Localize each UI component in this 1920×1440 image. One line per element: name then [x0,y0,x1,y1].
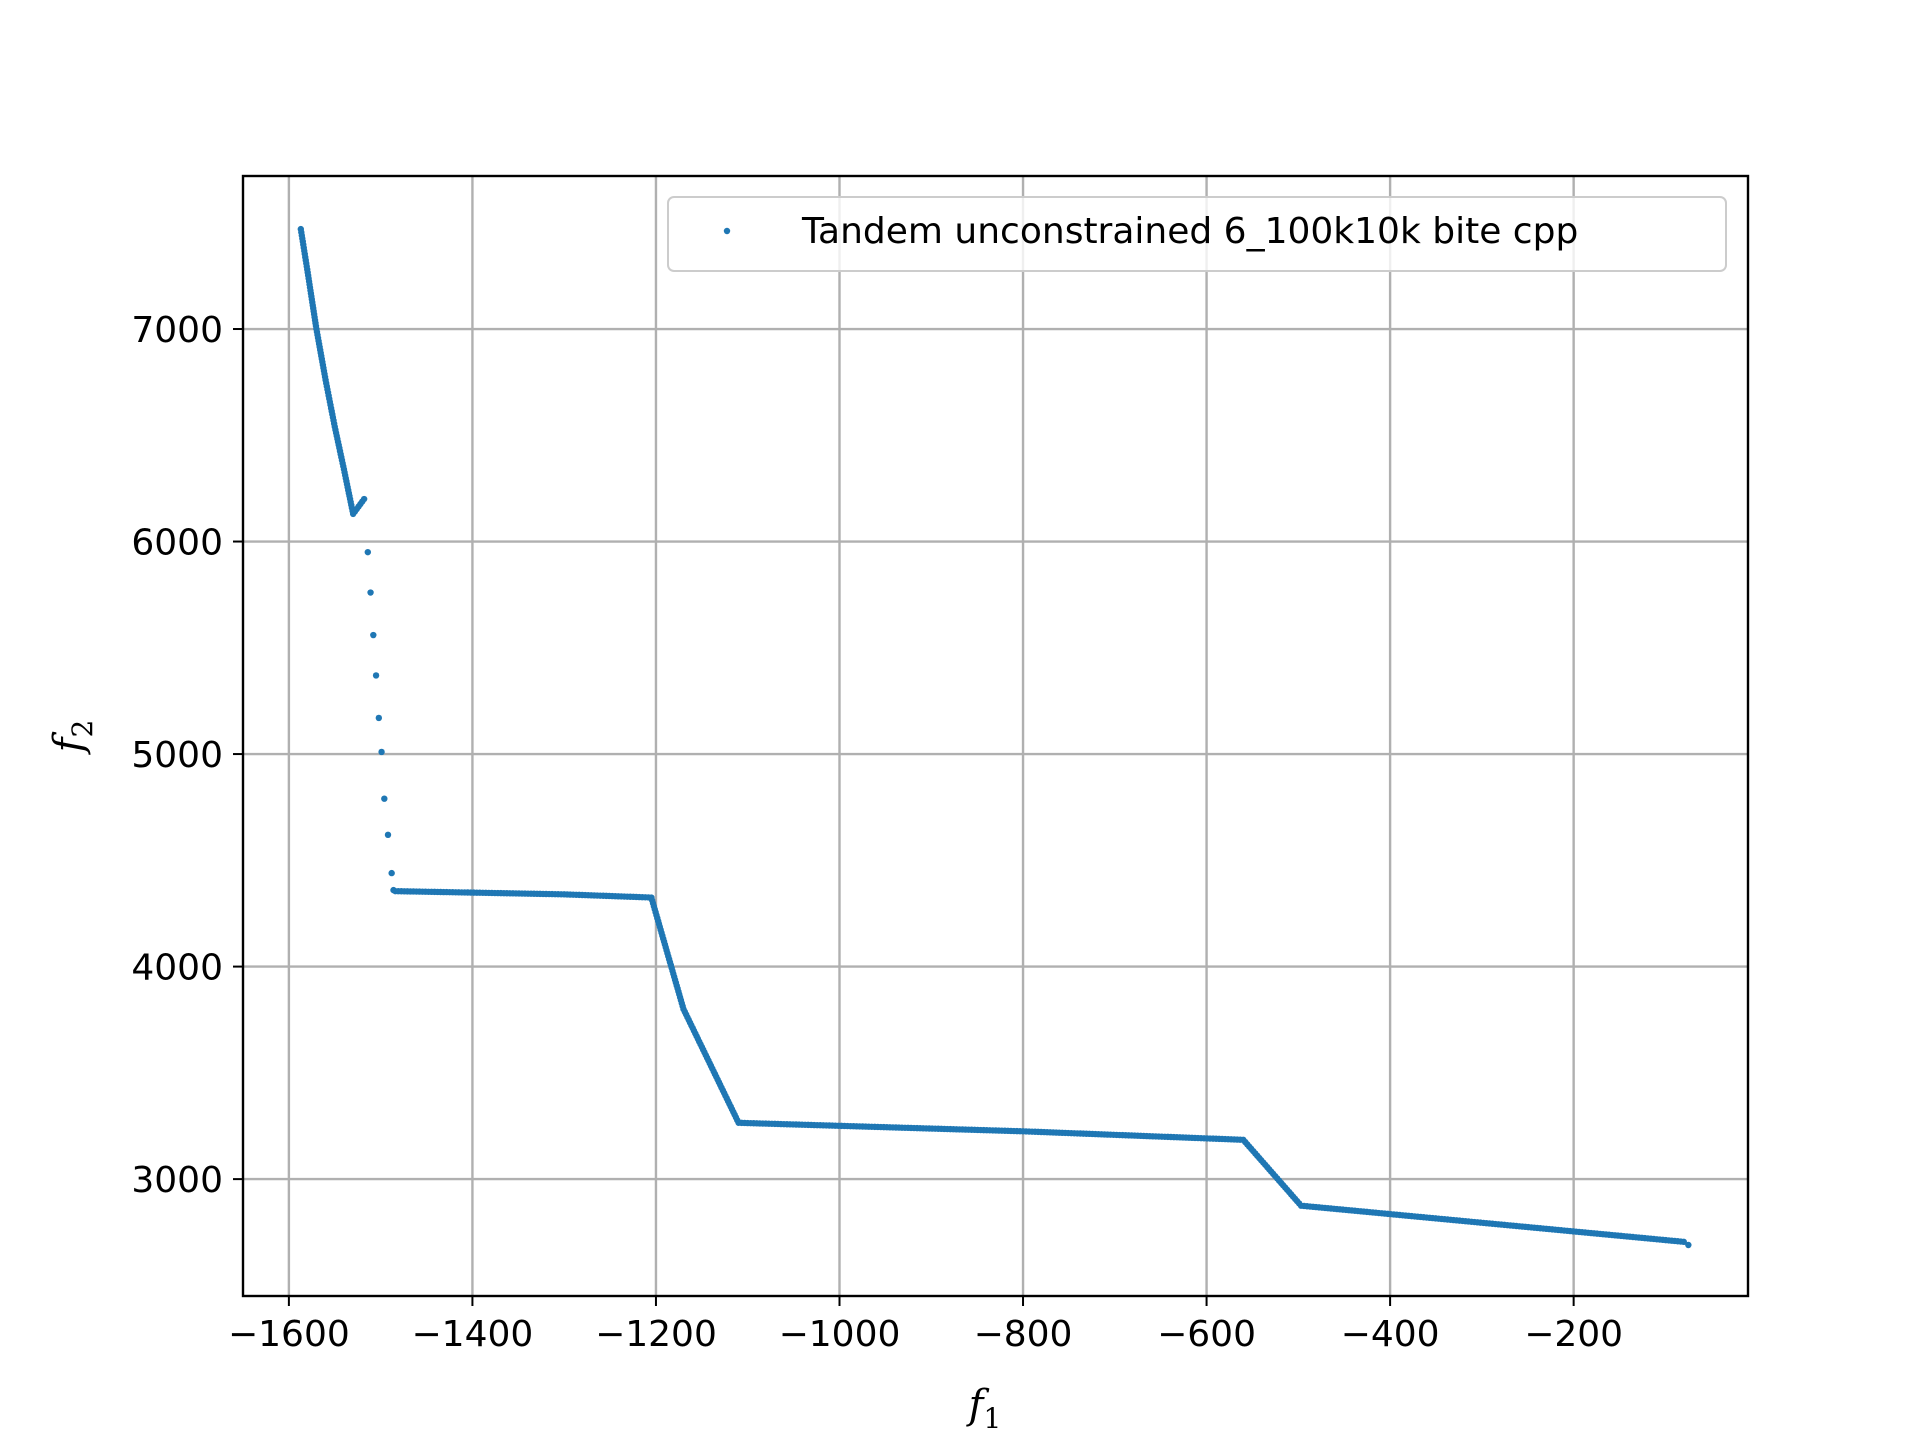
y-tick-label: 3000 [131,1160,223,1201]
data-point [381,795,388,802]
x-axis-label: f1 [966,1382,1002,1435]
data-points [297,225,1692,1249]
x-tick-label: −1000 [779,1314,901,1355]
data-point [370,631,377,639]
data-point [378,748,385,756]
data-point [372,672,380,679]
data-point [360,495,368,503]
legend-label: Tandem unconstrained 6_100k10k bite cpp [801,211,1578,252]
y-tick-label: 5000 [131,735,223,776]
data-point [1680,1238,1687,1246]
x-tick-label: −1200 [595,1314,717,1355]
data-point [375,714,383,722]
x-tick-label: −600 [1157,1314,1256,1355]
legend-marker [723,227,731,235]
x-tick-label: −200 [1524,1314,1623,1355]
x-tick-label: −1600 [228,1314,350,1355]
x-tick-label: −400 [1341,1314,1440,1355]
y-tick-label: 4000 [131,948,223,989]
data-point [388,869,395,877]
y-tick-label: 7000 [131,310,223,351]
data-point [384,831,392,839]
plot-frame [241,174,1750,1298]
data-point [367,589,374,596]
x-tick-label: −1400 [412,1314,534,1355]
legend: Tandem unconstrained 6_100k10k bite cpp [667,196,1727,272]
data-point [364,548,372,556]
y-tick-label: 6000 [131,523,223,564]
grid [243,176,1748,1296]
data-point [1685,1241,1692,1249]
y-axis-label: f2 [46,720,99,756]
axis-ticks: −1600 −1400 −1200 −1000 −800 −600 −400 −200 3000… [131,310,1623,1355]
x-tick-label: −800 [974,1314,1073,1355]
legend-box [667,196,1727,272]
